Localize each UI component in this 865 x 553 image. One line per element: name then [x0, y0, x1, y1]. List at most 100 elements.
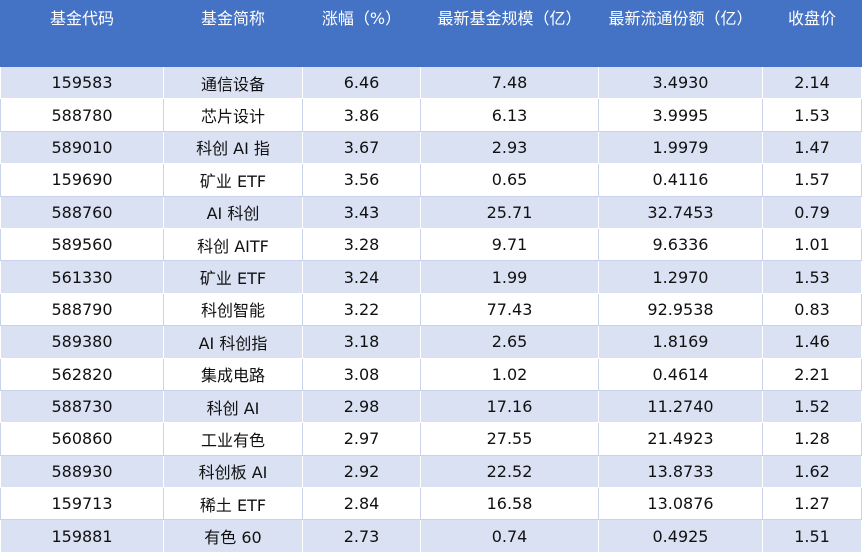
table-cell: 0.4116	[598, 163, 763, 197]
table-cell: 3.28	[302, 227, 421, 262]
table-row: 588790 科创智能 3.22 77.43 92.9538 0.83	[0, 292, 862, 327]
header-cell: 收盘价	[762, 0, 862, 67]
table-cell: 1.28	[762, 422, 862, 456]
table-cell: 科创 AITF	[163, 227, 303, 262]
table-cell: 1.62	[762, 454, 862, 489]
table-cell: 588930	[0, 454, 164, 489]
table-cell: 3.43	[302, 195, 421, 229]
table-cell: 2.84	[302, 487, 421, 521]
table-cell: 1.57	[762, 163, 862, 197]
table-row: 159583 通信设备 6.46 7.48 3.4930 2.14	[0, 65, 862, 100]
table-cell: 2.92	[302, 454, 421, 489]
table-cell: 1.51	[762, 519, 862, 553]
table-cell: 1.9979	[598, 130, 763, 165]
table-cell: 科创 AI	[163, 389, 303, 424]
table-cell: 科创智能	[163, 292, 303, 327]
table-row: 588930 科创板 AI 2.92 22.52 13.8733 1.62	[0, 454, 862, 489]
table-cell: 0.83	[762, 292, 862, 327]
table-cell: 工业有色	[163, 422, 303, 456]
table-cell: 92.9538	[598, 292, 763, 327]
table-row: 561330 矿业 ETF 3.24 1.99 1.2970 1.53	[0, 260, 862, 294]
table-cell: 16.58	[420, 487, 599, 521]
table-row: 560860 工业有色 2.97 27.55 21.4923 1.28	[0, 422, 862, 456]
table-cell: 1.02	[420, 357, 599, 391]
table-cell: 1.53	[762, 260, 862, 294]
header-cell: 基金简称	[163, 0, 303, 67]
table-cell: 9.71	[420, 227, 599, 262]
table-cell: 矿业 ETF	[163, 260, 303, 294]
table-cell: 3.22	[302, 292, 421, 327]
table-cell: 1.46	[762, 325, 862, 359]
table-cell: 1.52	[762, 389, 862, 424]
table-cell: 2.14	[762, 65, 862, 100]
table-row: 588760 AI 科创 3.43 25.71 32.7453 0.79	[0, 195, 862, 229]
table-cell: 9.6336	[598, 227, 763, 262]
table-cell: 6.46	[302, 65, 421, 100]
table-cell: 159583	[0, 65, 164, 100]
table-cell: 科创板 AI	[163, 454, 303, 489]
table-cell: 矿业 ETF	[163, 163, 303, 197]
table-row: 159713 稀土 ETF 2.84 16.58 13.0876 1.27	[0, 487, 862, 521]
table-cell: 2.93	[420, 130, 599, 165]
table-cell: 0.4925	[598, 519, 763, 553]
table-cell: 17.16	[420, 389, 599, 424]
table-cell: 稀土 ETF	[163, 487, 303, 521]
table-cell: 159881	[0, 519, 164, 553]
table-cell: 0.4614	[598, 357, 763, 391]
header-row: 基金代码 基金简称 涨幅（%） 最新基金规模（亿） 最新流通份额（亿） 收盘价	[0, 0, 862, 67]
table-cell: 589560	[0, 227, 164, 262]
table-row: 159881 有色 60 2.73 0.74 0.4925 1.51	[0, 519, 862, 553]
table-cell: 3.24	[302, 260, 421, 294]
table-cell: 3.56	[302, 163, 421, 197]
table-cell: 589380	[0, 325, 164, 359]
table-cell: 13.0876	[598, 487, 763, 521]
table-cell: 0.79	[762, 195, 862, 229]
table-cell: 0.74	[420, 519, 599, 553]
header-cell: 最新基金规模（亿）	[420, 0, 599, 67]
table-cell: 1.53	[762, 98, 862, 132]
table-cell: 1.01	[762, 227, 862, 262]
table-body: 159583 通信设备 6.46 7.48 3.4930 2.14 588780 芯片设计 3.…	[0, 65, 862, 553]
table-row: 589560 科创 AITF 3.28 9.71 9.6336 1.01	[0, 227, 862, 262]
table-row: 589010 科创 AI 指 3.67 2.93 1.9979 1.47	[0, 130, 862, 165]
table-cell: 3.86	[302, 98, 421, 132]
table-cell: 芯片设计	[163, 98, 303, 132]
table-cell: 2.73	[302, 519, 421, 553]
table-cell: 1.2970	[598, 260, 763, 294]
table-row: 562820 集成电路 3.08 1.02 0.4614 2.21	[0, 357, 862, 391]
table-cell: 科创 AI 指	[163, 130, 303, 165]
table-cell: 77.43	[420, 292, 599, 327]
table-cell: 560860	[0, 422, 164, 456]
header-cell: 涨幅（%）	[302, 0, 421, 67]
table-cell: 有色 60	[163, 519, 303, 553]
table-cell: 2.21	[762, 357, 862, 391]
table-cell: 集成电路	[163, 357, 303, 391]
table-cell: 562820	[0, 357, 164, 391]
table-cell: 588780	[0, 98, 164, 132]
table-cell: 3.67	[302, 130, 421, 165]
table-cell: 159713	[0, 487, 164, 521]
table-cell: AI 科创指	[163, 325, 303, 359]
table-cell: 32.7453	[598, 195, 763, 229]
table-row: 589380 AI 科创指 3.18 2.65 1.8169 1.46	[0, 325, 862, 359]
table-cell: 2.98	[302, 389, 421, 424]
table-cell: 2.65	[420, 325, 599, 359]
table-cell: 21.4923	[598, 422, 763, 456]
table-cell: 2.97	[302, 422, 421, 456]
table-cell: 3.9995	[598, 98, 763, 132]
header-cell: 最新流通份额（亿）	[598, 0, 763, 67]
table-cell: 1.8169	[598, 325, 763, 359]
table-cell: 6.13	[420, 98, 599, 132]
table-cell: AI 科创	[163, 195, 303, 229]
table-cell: 159690	[0, 163, 164, 197]
table-cell: 589010	[0, 130, 164, 165]
table-cell: 588790	[0, 292, 164, 327]
table-cell: 1.27	[762, 487, 862, 521]
table-cell: 0.65	[420, 163, 599, 197]
table-cell: 22.52	[420, 454, 599, 489]
table-row: 588730 科创 AI 2.98 17.16 11.2740 1.52	[0, 389, 862, 424]
table-cell: 7.48	[420, 65, 599, 100]
header-cell: 基金代码	[0, 0, 164, 67]
